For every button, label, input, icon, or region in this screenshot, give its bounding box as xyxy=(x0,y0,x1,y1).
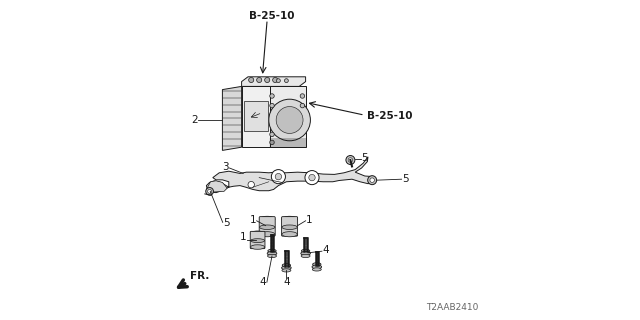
Ellipse shape xyxy=(251,239,265,243)
Circle shape xyxy=(300,103,305,108)
Ellipse shape xyxy=(301,252,310,255)
Text: 5: 5 xyxy=(403,174,409,184)
Ellipse shape xyxy=(260,216,275,222)
Text: 1: 1 xyxy=(307,215,313,225)
Circle shape xyxy=(276,79,280,83)
Circle shape xyxy=(270,103,275,108)
Circle shape xyxy=(275,173,282,180)
Polygon shape xyxy=(242,77,306,86)
Ellipse shape xyxy=(260,232,275,237)
Circle shape xyxy=(346,156,355,164)
Circle shape xyxy=(265,77,270,83)
Circle shape xyxy=(270,140,275,145)
Text: FR.: FR. xyxy=(191,271,210,281)
Ellipse shape xyxy=(268,254,276,258)
Text: 2: 2 xyxy=(191,115,198,125)
Ellipse shape xyxy=(282,216,298,222)
Circle shape xyxy=(248,77,253,83)
Circle shape xyxy=(207,189,211,193)
Text: B-25-10: B-25-10 xyxy=(367,111,413,121)
Text: 5: 5 xyxy=(223,218,230,228)
Ellipse shape xyxy=(260,225,275,229)
Text: 5: 5 xyxy=(362,153,368,164)
FancyBboxPatch shape xyxy=(250,231,265,249)
Circle shape xyxy=(370,178,374,182)
Ellipse shape xyxy=(251,231,265,236)
Text: 1: 1 xyxy=(250,215,256,225)
FancyBboxPatch shape xyxy=(259,217,275,236)
Ellipse shape xyxy=(301,254,310,258)
Ellipse shape xyxy=(312,265,322,269)
Circle shape xyxy=(269,99,310,141)
Ellipse shape xyxy=(301,249,310,252)
Polygon shape xyxy=(242,86,270,147)
Circle shape xyxy=(309,174,315,181)
Circle shape xyxy=(300,94,305,98)
Circle shape xyxy=(305,171,319,185)
Text: 4: 4 xyxy=(323,245,329,255)
Ellipse shape xyxy=(268,252,277,255)
FancyBboxPatch shape xyxy=(244,101,268,131)
Circle shape xyxy=(270,132,275,137)
FancyBboxPatch shape xyxy=(282,217,298,236)
Ellipse shape xyxy=(268,249,276,252)
Ellipse shape xyxy=(312,263,321,266)
Text: 4: 4 xyxy=(283,277,290,287)
Ellipse shape xyxy=(282,266,291,270)
Ellipse shape xyxy=(282,225,298,229)
Polygon shape xyxy=(270,86,306,147)
Ellipse shape xyxy=(282,264,291,267)
Text: 1: 1 xyxy=(240,232,246,243)
Circle shape xyxy=(271,170,285,184)
Text: B-25-10: B-25-10 xyxy=(249,11,295,21)
Circle shape xyxy=(276,107,303,133)
Text: 4: 4 xyxy=(260,277,266,287)
Polygon shape xyxy=(206,157,375,193)
Circle shape xyxy=(257,77,262,83)
Ellipse shape xyxy=(312,268,321,271)
Polygon shape xyxy=(223,86,242,150)
Circle shape xyxy=(273,77,278,83)
Ellipse shape xyxy=(282,232,298,237)
Text: 3: 3 xyxy=(222,162,229,172)
Circle shape xyxy=(248,181,254,188)
Circle shape xyxy=(348,158,353,162)
Ellipse shape xyxy=(251,245,265,249)
Circle shape xyxy=(270,94,275,98)
Circle shape xyxy=(206,188,214,195)
Ellipse shape xyxy=(282,269,291,272)
Circle shape xyxy=(284,79,288,83)
Polygon shape xyxy=(206,181,227,192)
Circle shape xyxy=(367,176,377,185)
Text: T2AAB2410: T2AAB2410 xyxy=(426,303,479,312)
